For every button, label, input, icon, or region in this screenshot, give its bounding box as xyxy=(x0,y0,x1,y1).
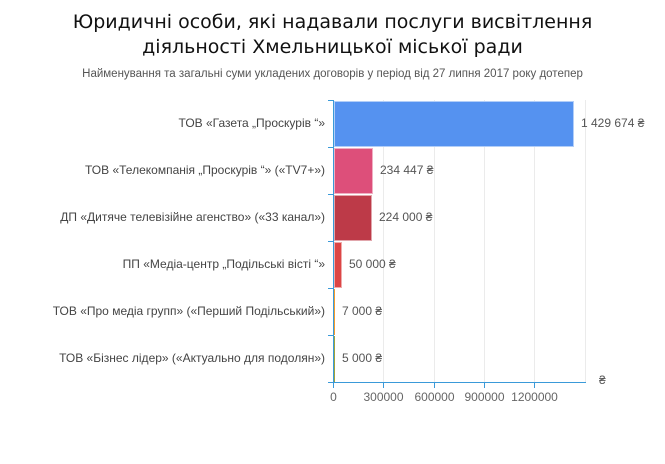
value-label: 7 000 ₴ xyxy=(342,303,383,318)
x-axis-unit-label: ₴ xyxy=(599,373,606,387)
x-tick xyxy=(333,382,334,388)
x-tick xyxy=(434,382,435,388)
chart-title: Юридичні особи, які надавали послуги вис… xyxy=(0,10,665,60)
gridline xyxy=(484,100,485,382)
y-tick xyxy=(328,335,334,336)
x-tick xyxy=(534,382,535,388)
bar[interactable] xyxy=(334,195,372,241)
gridline xyxy=(534,100,535,382)
y-tick xyxy=(328,382,334,383)
y-tick xyxy=(328,194,334,195)
chart-subtitle: Найменування та загальні суми укладених … xyxy=(82,68,583,80)
category-label: ДП «Дитяче телевізійне агенство» («33 ка… xyxy=(60,209,325,224)
value-label: 50 000 ₴ xyxy=(349,256,396,271)
x-tick xyxy=(383,382,384,388)
category-label: ТОВ «Про медіа групп» («Перший Подільськ… xyxy=(52,303,325,318)
value-label: 234 447 ₴ xyxy=(380,162,434,177)
x-tick-label: 900000 xyxy=(464,390,505,404)
gridline xyxy=(585,100,586,382)
x-axis-line xyxy=(328,382,586,383)
chart-title-line-2: діяльності Хмельницької міської ради xyxy=(142,36,523,58)
x-tick-label: 1200000 xyxy=(511,390,558,404)
category-label: ТОВ «Бізнес лідер» («Актуально для подол… xyxy=(59,350,325,365)
category-label: ТОВ «Газета „Проскурів “» xyxy=(178,115,325,130)
bar[interactable] xyxy=(334,148,373,194)
gridline xyxy=(434,100,435,382)
x-tick-label: 600000 xyxy=(414,390,455,404)
bar[interactable] xyxy=(334,336,335,382)
category-label: ПП «Медіа-центр „Подільські вісті “» xyxy=(122,256,325,271)
x-tick xyxy=(484,382,485,388)
bar[interactable] xyxy=(334,101,574,147)
y-tick xyxy=(328,147,334,148)
bar[interactable] xyxy=(334,289,335,335)
x-tick-label: 0 xyxy=(330,390,337,404)
gridline xyxy=(383,100,384,382)
category-label: ТОВ «Телекомпанія „Проскурів “» («TV7+») xyxy=(85,162,325,177)
value-label: 224 000 ₴ xyxy=(379,209,433,224)
value-label: 5 000 ₴ xyxy=(342,350,383,365)
chart-title-line-1: Юридичні особи, які надавали послуги вис… xyxy=(72,11,593,33)
bar[interactable] xyxy=(334,242,342,288)
y-tick xyxy=(328,100,334,101)
x-tick-label: 300000 xyxy=(363,390,404,404)
y-tick xyxy=(328,241,334,242)
y-tick xyxy=(328,288,334,289)
value-label: 1 429 674 ₴ xyxy=(581,115,645,130)
